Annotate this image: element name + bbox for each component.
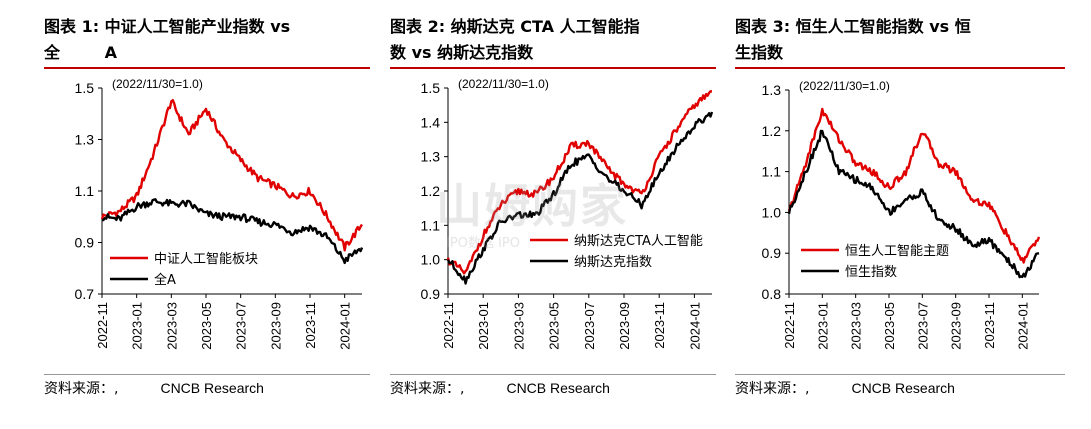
- y-tick-label: 1.3: [421, 149, 441, 165]
- chart-title: 图表 2: 纳斯达克 CTA 人工智能指 数 vs 纳斯达克指数: [390, 17, 640, 62]
- source-label: 资料来源：,: [390, 381, 465, 397]
- x-tick-label: 2023-11: [303, 302, 318, 349]
- series-line-1: [100, 99, 363, 252]
- source-line: 资料来源：, CNCB Research: [44, 378, 264, 398]
- base-date-annotation: (2022/11/30=1.0): [112, 77, 203, 91]
- y-tick-label: 0.7: [75, 286, 95, 302]
- y-tick-label: 1.5: [421, 80, 441, 96]
- y-tick-label: 0.8: [762, 286, 782, 302]
- x-tick-label: 2023-09: [949, 302, 964, 350]
- x-tick-label: 2023-07: [234, 302, 249, 350]
- title-rule: [44, 67, 370, 69]
- title-rule: [390, 67, 716, 69]
- x-tick-label: 2023-03: [511, 302, 526, 350]
- x-tick-label: 2022-11: [782, 302, 797, 349]
- source-name: CNCB Research: [851, 380, 955, 396]
- y-tick-label: 1.4: [421, 114, 441, 130]
- x-tick-label: 2023-05: [547, 302, 562, 350]
- source-rule: [735, 374, 1065, 375]
- chart-title: 图表 1: 中证人工智能产业指数 vs 全 A: [44, 17, 291, 62]
- line-chart-svg: 0.8 0.9 1.0 1.1 1.2 1.3 2022-11 2023-01 2023-03 2…: [762, 79, 1041, 350]
- series-line-2: [787, 129, 1040, 279]
- x-tick-label: 2024-01: [687, 302, 702, 350]
- source-label: 资料来源：,: [44, 381, 119, 397]
- source-line: 资料来源：, CNCB Research: [390, 378, 610, 398]
- x-tick-label: 2023-05: [882, 302, 897, 350]
- legend-label-2: 纳斯达克指数: [574, 255, 652, 270]
- base-date-annotation: (2022/11/30=1.0): [799, 79, 890, 93]
- source-rule: [44, 374, 370, 375]
- x-tick-label: 2022-11: [95, 302, 110, 349]
- x-tick-label: 2023-09: [617, 302, 632, 350]
- y-tick-label: 1.0: [421, 252, 441, 268]
- series-line-1: [446, 90, 713, 275]
- y-tick-label: 0.9: [421, 286, 441, 302]
- source-rule: [390, 374, 716, 375]
- y-tick-label: 1.3: [762, 82, 782, 98]
- x-tick-label: 2023-07: [915, 302, 930, 350]
- source-line: 资料来源：, CNCB Research: [735, 378, 955, 398]
- line-chart-svg: 0.9 1.0 1.1 1.2 1.3 1.4 1.5 2022-11 2023-01 2023-…: [421, 77, 714, 350]
- x-tick-label: 2023-11: [982, 302, 997, 349]
- chart-title: 图表 3: 恒生人工智能指数 vs 恒 生指数: [735, 17, 971, 62]
- y-tick-label: 0.9: [762, 245, 782, 261]
- x-tick-label: 2023-07: [582, 302, 597, 350]
- source-name: CNCB Research: [160, 380, 264, 396]
- x-tick-label: 2023-05: [199, 302, 214, 350]
- y-tick-label: 1.5: [75, 80, 95, 96]
- legend-label-1: 中证人工智能板块: [154, 252, 258, 267]
- y-tick-label: 1.1: [75, 183, 95, 199]
- legend-label-2: 恒生指数: [845, 265, 897, 280]
- y-tick-label: 1.1: [762, 164, 782, 180]
- x-tick-label: 2023-11: [652, 302, 667, 349]
- y-tick-label: 1.2: [421, 183, 441, 199]
- x-tick-label: 2022-11: [441, 302, 456, 349]
- x-tick-label: 2024-01: [1015, 302, 1030, 350]
- series-line-2: [446, 111, 714, 285]
- title-rule: [735, 67, 1065, 69]
- y-tick-label: 1.1: [421, 217, 441, 233]
- legend-label-1: 纳斯达克CTA人工智能: [574, 234, 703, 249]
- chart-panel-3: 图表 3: 恒生人工智能指数 vs 恒 生指数 0.8 0.9 1.0 1.1 1.2 1…: [735, 0, 1065, 429]
- x-tick-label: 2023-09: [268, 302, 283, 350]
- source-name: CNCB Research: [506, 380, 610, 396]
- line-chart-svg: 0.7 0.9 1.1 1.3 1.5 2022-11 2023-01 2023-03 2023…: [75, 77, 364, 350]
- x-tick-label: 2023-03: [849, 302, 864, 350]
- base-date-annotation: (2022/11/30=1.0): [458, 77, 549, 91]
- x-tick-label: 2023-03: [164, 302, 179, 350]
- x-tick-label: 2023-01: [815, 302, 830, 350]
- y-tick-label: 1.3: [75, 132, 95, 148]
- legend-label-2: 全A: [154, 272, 176, 288]
- x-tick-label: 2023-01: [476, 302, 491, 350]
- x-tick-label: 2024-01: [338, 302, 353, 350]
- chart-panel-2: 图表 2: 纳斯达克 CTA 人工智能指 数 vs 纳斯达克指数 0.9 1.0 1…: [390, 0, 716, 429]
- chart-panel-1: 图表 1: 中证人工智能产业指数 vs 全 A 0.7 0.9 1.1 1.3 1.5 2…: [44, 0, 370, 429]
- series-line-2: [101, 198, 364, 265]
- y-tick-label: 1.0: [762, 204, 782, 220]
- legend-label-1: 恒生人工智能主题: [845, 244, 949, 259]
- series-line-1: [787, 107, 1041, 264]
- source-label: 资料来源：,: [735, 381, 810, 397]
- x-tick-label: 2023-01: [130, 302, 145, 350]
- y-tick-label: 1.2: [762, 123, 782, 139]
- y-tick-label: 0.9: [75, 235, 95, 251]
